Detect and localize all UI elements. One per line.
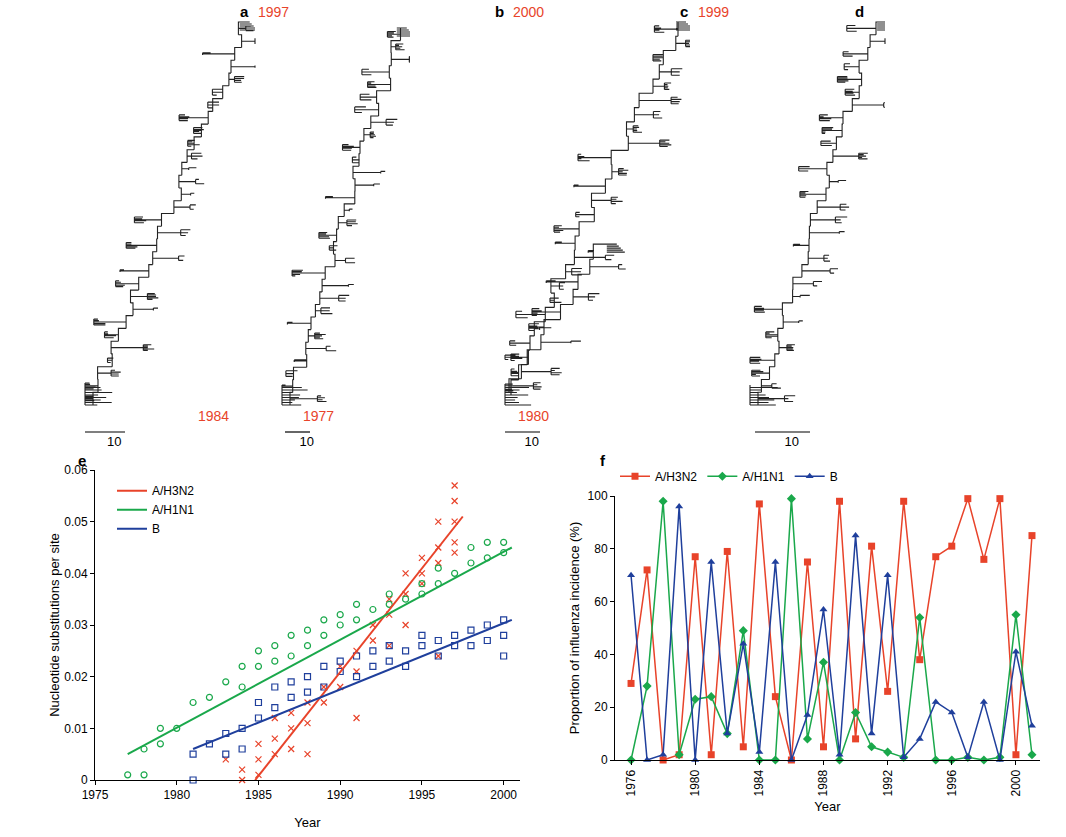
svg-text:A/H1N1: A/H1N1 — [152, 503, 194, 517]
svg-text:d: d — [855, 3, 864, 20]
svg-text:1997: 1997 — [258, 4, 289, 20]
svg-text:0.02: 0.02 — [64, 670, 88, 684]
svg-text:1985: 1985 — [245, 788, 272, 802]
svg-text:0.05: 0.05 — [64, 515, 88, 529]
svg-text:A/H3N2: A/H3N2 — [152, 484, 194, 498]
svg-text:Year: Year — [294, 815, 321, 830]
svg-text:0: 0 — [81, 773, 88, 787]
svg-text:2000: 2000 — [1009, 769, 1023, 796]
svg-text:1980: 1980 — [688, 769, 702, 796]
svg-text:10: 10 — [785, 434, 799, 449]
svg-text:1984: 1984 — [752, 769, 766, 796]
svg-text:2000: 2000 — [490, 788, 517, 802]
svg-text:100: 100 — [588, 489, 608, 503]
svg-text:1995: 1995 — [409, 788, 436, 802]
svg-text:2000: 2000 — [513, 4, 544, 20]
svg-text:1980: 1980 — [163, 788, 190, 802]
svg-text:40: 40 — [594, 648, 608, 662]
svg-text:20: 20 — [594, 700, 608, 714]
svg-text:0.03: 0.03 — [64, 618, 88, 632]
svg-text:1976: 1976 — [624, 769, 638, 796]
svg-text:A/H1N1: A/H1N1 — [742, 470, 784, 484]
svg-text:80: 80 — [594, 542, 608, 556]
svg-text:1977: 1977 — [303, 408, 334, 424]
svg-text:10: 10 — [300, 434, 314, 449]
svg-text:10: 10 — [107, 434, 121, 449]
svg-text:1980: 1980 — [518, 408, 549, 424]
svg-text:0: 0 — [601, 753, 608, 767]
svg-text:0.04: 0.04 — [64, 567, 88, 581]
svg-text:Nucleotide substitutions per s: Nucleotide substitutions per site — [47, 533, 62, 717]
svg-text:10: 10 — [525, 434, 539, 449]
svg-text:A/H3N2: A/H3N2 — [655, 470, 697, 484]
svg-text:a: a — [240, 3, 249, 20]
svg-text:b: b — [495, 3, 504, 20]
svg-text:Proportion of influenza incide: Proportion of influenza incidence (%) — [567, 522, 582, 734]
svg-text:1990: 1990 — [327, 788, 354, 802]
svg-text:Year: Year — [814, 799, 841, 814]
svg-text:1999: 1999 — [698, 4, 729, 20]
svg-text:B: B — [152, 522, 160, 536]
svg-text:60: 60 — [594, 595, 608, 609]
svg-text:1988: 1988 — [816, 769, 830, 796]
svg-text:c: c — [680, 3, 688, 20]
svg-text:1996: 1996 — [945, 769, 959, 796]
svg-text:B: B — [830, 470, 838, 484]
svg-text:1975: 1975 — [82, 788, 109, 802]
svg-text:0.01: 0.01 — [64, 722, 88, 736]
svg-text:1984: 1984 — [198, 408, 229, 424]
svg-text:1992: 1992 — [881, 769, 895, 796]
